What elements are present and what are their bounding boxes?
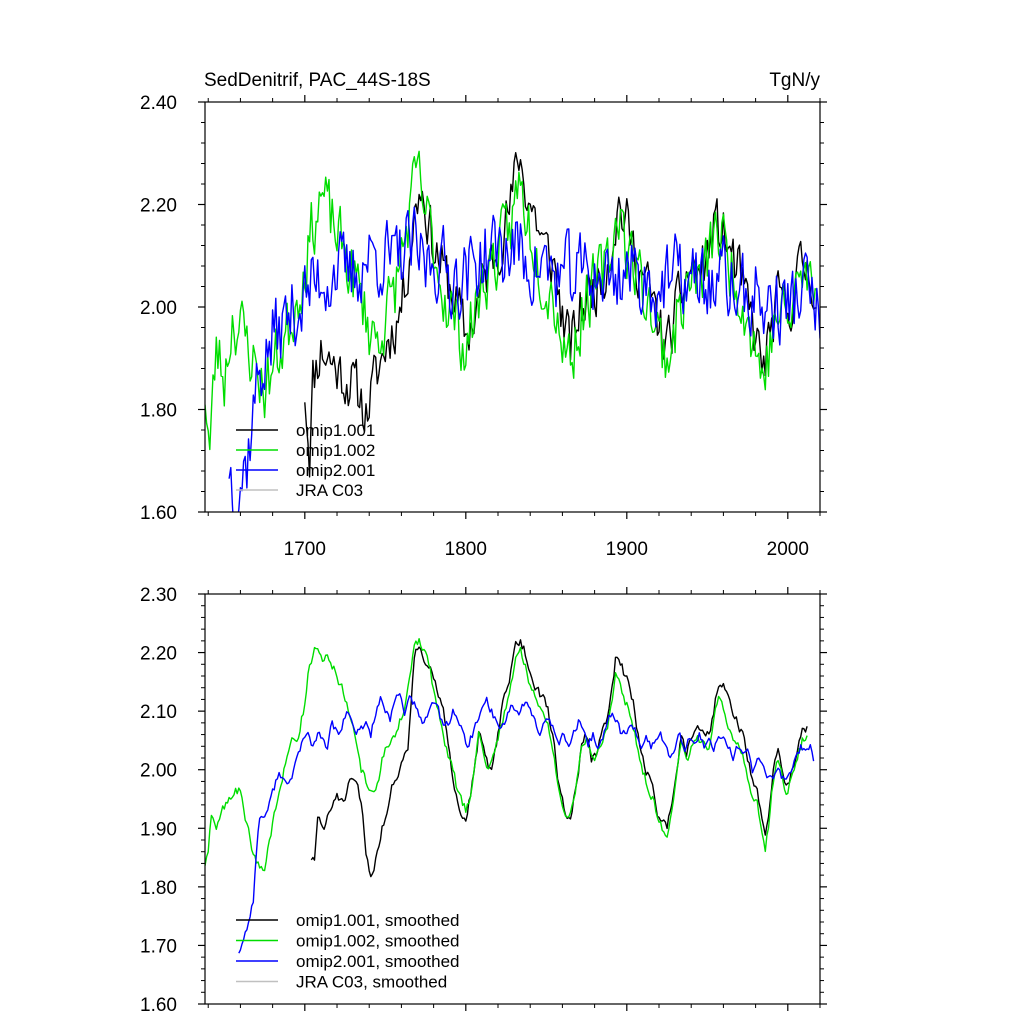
top-chart-units: TgN/y (769, 70, 820, 91)
series-line-omip1-001-smoothed (310, 639, 808, 878)
top-panel: SedDenitrif, PAC_44S-18S TgN/y 1.60 1.80 2… (140, 70, 827, 560)
y-tick-label: 2.20 (140, 196, 177, 217)
legend-label: omip2.001, smoothed (296, 952, 460, 971)
top-chart-title: SedDenitrif, PAC_44S-18S (204, 70, 431, 91)
y-tick-label: 2.30 (140, 585, 177, 606)
y-tick-label: 2.10 (140, 702, 177, 723)
y-tick-label: 1.60 (140, 995, 177, 1016)
y-tick-label: 1.90 (140, 819, 177, 840)
legend-label: omip1.002 (296, 441, 375, 460)
x-tick-label: 2000 (767, 539, 809, 560)
legend-label: omip1.002, smoothed (296, 932, 460, 951)
panel-1-frame (204, 593, 821, 1005)
y-tick-label: 2.40 (140, 93, 177, 114)
series-line-omip1-001 (304, 151, 817, 478)
legend-label: omip1.001 (296, 421, 375, 440)
legend-label: JRA C03, smoothed (296, 973, 447, 992)
bottom-panel: 1.60 1.70 1.80 1.90 2.00 2.10 2.20 2.30 omip1.00… (140, 585, 827, 1016)
x-tick-label: 1800 (445, 539, 487, 560)
y-tick-label: 2.00 (140, 761, 177, 782)
y-tick-label: 1.60 (140, 503, 177, 524)
x-tick-label: 1700 (284, 539, 326, 560)
legend-label: JRA C03 (296, 481, 363, 500)
y-tick-label: 2.20 (140, 644, 177, 665)
series-line-omip2-001-smoothed (238, 693, 815, 954)
x-tick-label: 1900 (606, 539, 648, 560)
y-tick-label: 1.80 (140, 401, 177, 422)
series-line-omip2-001 (228, 206, 820, 512)
panel-1-legend: omip1.001, smoothed omip1.002, smoothedom… (236, 911, 460, 992)
legend-label: omip2.001 (296, 461, 375, 480)
legend-label: omip1.001, smoothed (296, 911, 460, 930)
y-tick-label: 1.70 (140, 936, 177, 957)
y-tick-label: 1.80 (140, 878, 177, 899)
y-tick-label: 2.00 (140, 298, 177, 319)
series-line-omip1-002-smoothed (205, 638, 808, 872)
panel-0-series-group (205, 150, 820, 512)
panel-1-series-group (205, 638, 815, 954)
